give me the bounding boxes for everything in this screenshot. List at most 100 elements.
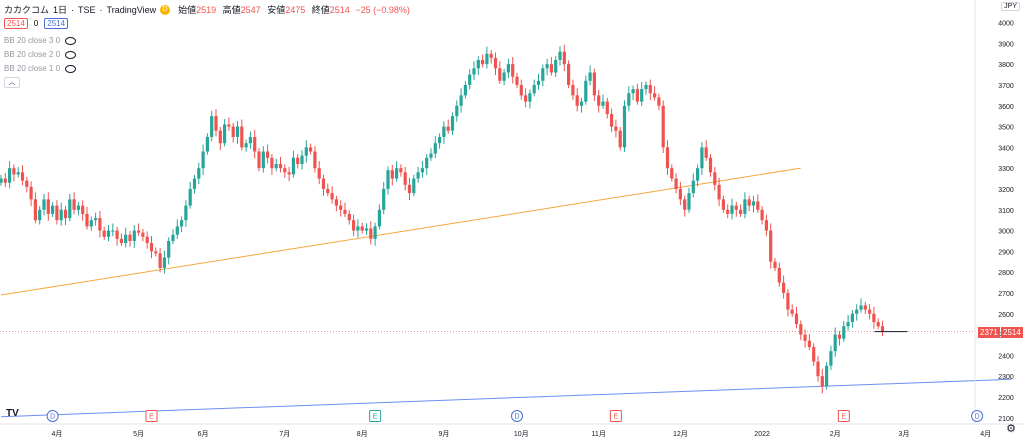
event-marker-label: D [50,414,55,421]
eye-hidden-icon[interactable] [65,36,77,45]
candle-down [670,168,674,179]
candle-up [201,151,205,169]
candle-up [631,89,635,94]
candle-down [481,60,485,65]
y-tick-label: 3900 [998,41,1014,48]
candle-up [472,68,476,75]
candle-up [412,178,416,194]
candle-down [799,324,803,335]
tradingview-logo[interactable]: TV [6,408,19,419]
candle-down [33,199,37,221]
candle-up [627,93,631,106]
candle-down [773,261,777,268]
candle-down [562,51,566,65]
candle-up [502,72,506,81]
candle-up [730,205,734,214]
candle-up [825,365,829,387]
y-tick-label: 2600 [998,312,1014,319]
price-box-red[interactable]: 2514 [4,18,28,29]
x-tick-label: 4月 [51,430,62,438]
candle-up [184,205,188,221]
candle-up [76,205,80,210]
candle-down [369,228,373,239]
indicator-bb-2[interactable]: BB 20 close 2 0 [4,50,77,59]
candle-down [85,213,89,227]
legend: カカクコム 1日 · TSE · TradingView D 始値2519 高値… [4,4,410,15]
candle-up [377,209,381,227]
x-tick-label: 4月 [980,430,991,438]
candle-up [300,155,304,164]
candle-down [524,95,528,102]
y-tick-label: 2900 [998,249,1014,256]
candle-down [760,209,764,221]
candle-down [240,126,244,148]
candles [0,44,908,394]
y-tick-label: 3100 [998,208,1014,215]
x-tick-label: 6月 [198,430,209,438]
candle-up [545,64,549,69]
y-tick-label: 3200 [998,187,1014,194]
candle-down [519,84,523,96]
candle-up [528,93,532,102]
candle-up [261,151,265,169]
indicator-bb-1[interactable]: BB 20 close 1 0 [4,64,77,73]
x-axis: 4月 5月 6月 7月 8月 9月 10月 11月 12月 2022 2月 3月 4月 [0,423,1024,438]
candle-up [833,334,837,352]
candle-down [257,151,261,169]
candle-up [743,199,747,214]
y-axis: 2100220023002400250026002700280029003000… [974,0,1014,424]
candle-up [8,168,12,183]
data-badge[interactable]: D [160,4,171,15]
candle-up [94,218,98,221]
candle-up [425,157,429,169]
candle-down [683,199,687,210]
candle-up [691,180,695,194]
candle-down [653,93,657,98]
y-tick-label: 2700 [998,291,1014,298]
eye-hidden-icon[interactable] [65,64,77,73]
dividend-marker [46,410,59,422]
candle-up [223,124,227,144]
symbol-name[interactable]: カカクコム [4,5,50,15]
candle-up [192,178,197,189]
candle-down [807,340,811,348]
candle-down [872,313,876,323]
candle-down [253,136,257,152]
candle-up [855,309,859,314]
candle-down [119,238,123,244]
candle-down [270,157,274,169]
eye-hidden-icon[interactable] [65,50,77,59]
candle-down [25,180,29,187]
candle-up [829,351,833,366]
candle-down [287,172,291,175]
candle-down [343,209,347,214]
candle-down [158,253,162,268]
earnings-marker [609,410,622,422]
x-tick-label: 10月 [514,430,529,438]
candle-down [154,251,158,254]
candle-down [618,130,622,148]
gear-icon[interactable]: ⚙ [1006,423,1016,435]
candle-down [347,213,351,221]
candle-up [124,234,128,244]
interval[interactable]: 1日 [53,5,68,15]
candle-down [880,326,885,332]
currency-selector[interactable]: JPY [1001,2,1020,11]
collapse-legend-button[interactable]: ︿ [4,77,20,88]
candle-up [416,172,420,179]
candle-down [3,178,7,183]
candle-down [128,234,132,241]
candle-up [485,53,489,65]
candle-up [846,322,850,327]
candle-down [72,199,76,210]
candle-down [868,309,872,314]
price-box-blue[interactable]: 2514 [44,18,69,29]
candle-up [180,220,184,227]
indicator-bb-3[interactable]: BB 20 close 3 0 [4,36,77,45]
candle-down [575,95,579,106]
candle-up [59,209,63,221]
dividend-marker [511,410,523,422]
candle-up [42,199,46,210]
